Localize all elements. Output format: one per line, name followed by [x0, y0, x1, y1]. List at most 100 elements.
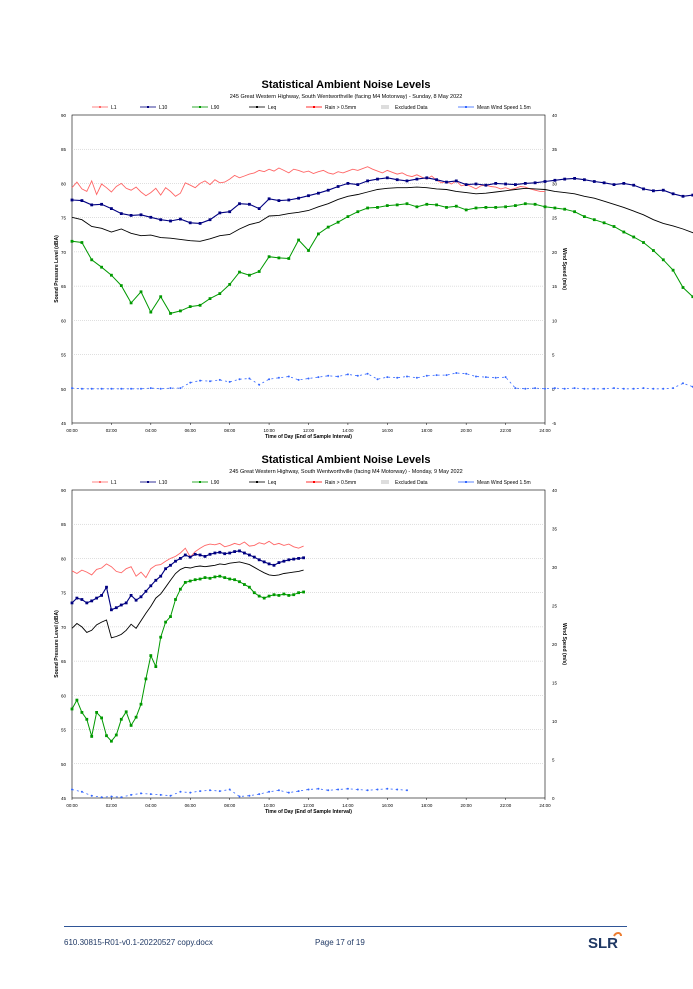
data-point: [464, 183, 468, 186]
legend-label: L90: [211, 105, 220, 111]
footer-page-number: Page 17 of 19: [315, 938, 365, 947]
data-point: [592, 180, 596, 183]
data-point: [218, 211, 222, 215]
data-point: [105, 585, 108, 589]
chart-subtitle: 245 Great Western Highway, South Wentwor…: [230, 94, 463, 100]
y2-axis-label: Wind Speed (m/s): [561, 623, 567, 665]
series-leq: [71, 186, 693, 242]
data-point: [642, 187, 645, 191]
data-point: [336, 185, 340, 188]
data-point: [208, 576, 212, 580]
legend-item: Leq: [249, 480, 277, 486]
x-axis-label: Time of Day (End of Sample Interval): [265, 809, 352, 815]
data-point: [425, 374, 428, 377]
data-point: [563, 387, 566, 390]
legend-label: L1: [111, 480, 117, 486]
data-point: [287, 791, 290, 794]
legend-label: L10: [159, 105, 168, 111]
data-point: [149, 584, 153, 588]
data-point: [583, 215, 586, 218]
data-point: [90, 794, 93, 797]
series-l1: [71, 540, 304, 579]
data-point: [124, 601, 128, 605]
data-point: [120, 387, 123, 390]
data-point: [70, 707, 74, 711]
data-point: [169, 615, 172, 618]
data-point: [233, 550, 236, 553]
logo-text: SLR: [588, 935, 618, 952]
data-point: [114, 733, 118, 737]
data-point: [257, 207, 261, 210]
data-point: [218, 574, 222, 578]
data-point: [475, 375, 477, 378]
x-tick-label: 08:00: [224, 803, 236, 808]
chart-title: Statistical Ambient Noise Levels: [262, 79, 431, 91]
data-point: [523, 182, 527, 185]
x-tick-label: 16:00: [382, 803, 394, 808]
data-point: [272, 593, 276, 597]
chart-svg: Statistical Ambient Noise Levels 245 Grea…: [54, 79, 693, 440]
data-point: [612, 183, 616, 186]
x-axis-label: Time of Day (End of Sample Interval): [265, 434, 352, 440]
data-point: [494, 376, 497, 379]
data-point: [563, 177, 567, 181]
data-point: [188, 555, 192, 559]
series-l10: [70, 549, 305, 612]
x-tick-label: 24:00: [539, 428, 551, 433]
series-line: [71, 186, 693, 242]
data-point: [223, 552, 227, 556]
data-point: [252, 555, 256, 559]
legend-item: L1: [92, 480, 117, 486]
data-point: [238, 378, 241, 381]
data-point: [356, 788, 359, 791]
x-tick-label: 22:00: [500, 803, 512, 808]
data-point: [71, 788, 73, 791]
legend-label: Rain > 0.5mm: [325, 105, 356, 111]
data-point: [622, 387, 625, 390]
data-point: [90, 599, 94, 603]
y2-tick-label: 15: [552, 681, 558, 686]
data-point: [189, 791, 192, 794]
y2-tick-label: 10: [552, 719, 558, 724]
data-point: [119, 717, 123, 721]
data-point: [317, 191, 320, 195]
legend-label: L1: [111, 105, 117, 111]
legend-marker: [99, 106, 101, 108]
legend-marker: [313, 106, 315, 108]
data-point: [366, 179, 369, 183]
data-point: [395, 178, 399, 182]
data-point: [514, 387, 517, 390]
data-point: [130, 387, 133, 390]
data-point: [149, 387, 152, 390]
data-point: [80, 387, 83, 390]
y-tick-label: 45: [61, 421, 67, 426]
data-point: [356, 210, 360, 214]
data-point: [366, 789, 369, 792]
y2-tick-label: 10: [552, 318, 558, 323]
data-point: [262, 596, 266, 600]
data-point: [494, 182, 498, 185]
data-point: [198, 303, 202, 307]
data-point: [179, 790, 182, 793]
x-tick-label: 02:00: [106, 803, 118, 808]
x-tick-label: 14:00: [342, 803, 354, 808]
data-point: [213, 551, 217, 555]
data-point: [248, 273, 251, 277]
data-point: [248, 553, 251, 557]
legend-item: L1: [92, 105, 117, 111]
data-point: [119, 603, 123, 607]
data-point: [262, 560, 266, 564]
data-point: [346, 215, 350, 218]
data-point: [297, 790, 300, 793]
data-point: [533, 181, 537, 185]
y2-tick-label: 40: [552, 113, 558, 118]
plot-area: [71, 489, 546, 799]
data-point: [90, 203, 94, 207]
slr-logo: SLR: [588, 932, 622, 952]
data-point: [642, 241, 645, 244]
data-point: [602, 221, 606, 225]
y-tick-label: 70: [61, 625, 67, 630]
data-point: [267, 594, 271, 598]
data-point: [95, 596, 98, 600]
data-point: [154, 578, 158, 582]
